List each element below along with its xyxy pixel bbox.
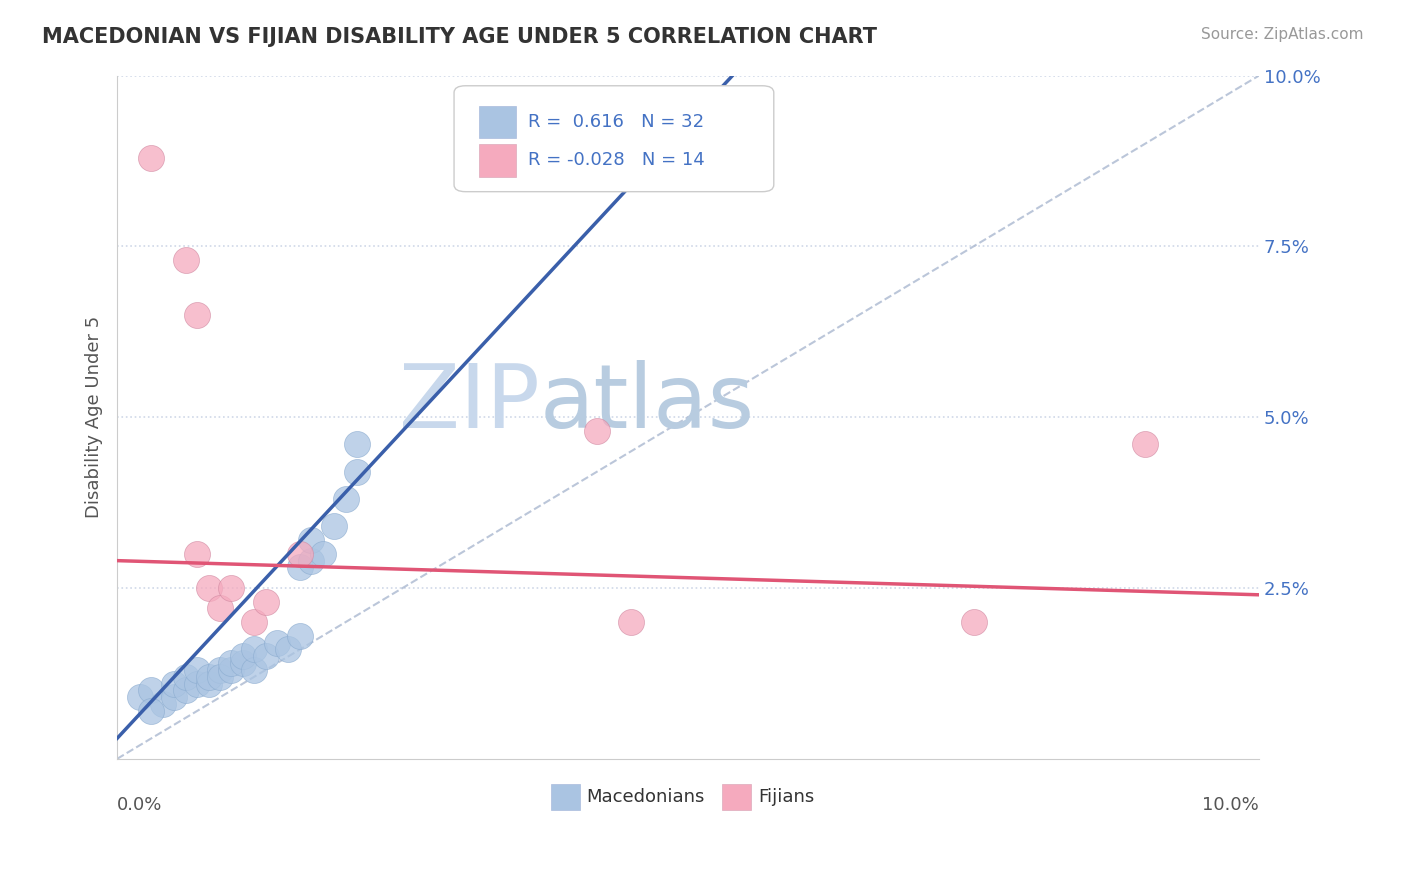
Point: [208, 670, 231, 684]
Y-axis label: Disability Age Under 5: Disability Age Under 5: [86, 316, 103, 518]
Point: [141, 683, 163, 698]
Point: [208, 663, 231, 677]
Point: [243, 642, 266, 657]
Text: ZIP: ZIP: [399, 360, 540, 447]
FancyBboxPatch shape: [551, 784, 579, 810]
Point: [186, 308, 208, 322]
FancyBboxPatch shape: [723, 784, 751, 810]
Text: 10.0%: 10.0%: [1202, 797, 1260, 814]
Point: [299, 533, 322, 548]
FancyBboxPatch shape: [479, 105, 516, 138]
Point: [163, 690, 186, 705]
Point: [962, 615, 984, 629]
Point: [174, 683, 197, 698]
Point: [266, 635, 288, 649]
Point: [288, 629, 311, 643]
Point: [1133, 437, 1156, 451]
Point: [174, 670, 197, 684]
Point: [197, 670, 219, 684]
Point: [335, 492, 357, 507]
Point: [197, 676, 219, 690]
Point: [288, 547, 311, 561]
Text: Source: ZipAtlas.com: Source: ZipAtlas.com: [1201, 27, 1364, 42]
Text: MACEDONIAN VS FIJIAN DISABILITY AGE UNDER 5 CORRELATION CHART: MACEDONIAN VS FIJIAN DISABILITY AGE UNDE…: [42, 27, 877, 46]
Point: [141, 704, 163, 718]
Point: [620, 615, 643, 629]
Point: [585, 424, 607, 438]
FancyBboxPatch shape: [454, 86, 773, 192]
Point: [277, 642, 299, 657]
Point: [288, 560, 311, 574]
Point: [152, 697, 174, 711]
Point: [346, 465, 368, 479]
Point: [174, 252, 197, 267]
Point: [232, 656, 254, 670]
Point: [243, 663, 266, 677]
Point: [186, 676, 208, 690]
Point: [221, 656, 243, 670]
Point: [163, 676, 186, 690]
Point: [186, 663, 208, 677]
Point: [323, 519, 346, 533]
Point: [299, 554, 322, 568]
Point: [208, 601, 231, 615]
Text: 0.0%: 0.0%: [117, 797, 163, 814]
FancyBboxPatch shape: [479, 144, 516, 177]
Point: [141, 151, 163, 165]
Text: R = -0.028   N = 14: R = -0.028 N = 14: [529, 152, 704, 169]
Text: Fijians: Fijians: [758, 788, 814, 806]
Point: [129, 690, 152, 705]
Point: [346, 437, 368, 451]
Point: [232, 649, 254, 664]
Point: [186, 547, 208, 561]
Point: [254, 594, 277, 608]
Point: [221, 663, 243, 677]
Point: [254, 649, 277, 664]
Point: [312, 547, 335, 561]
Point: [221, 581, 243, 595]
Text: atlas: atlas: [540, 360, 755, 447]
Text: R =  0.616   N = 32: R = 0.616 N = 32: [529, 113, 704, 131]
Point: [243, 615, 266, 629]
Text: Macedonians: Macedonians: [586, 788, 704, 806]
Point: [197, 581, 219, 595]
